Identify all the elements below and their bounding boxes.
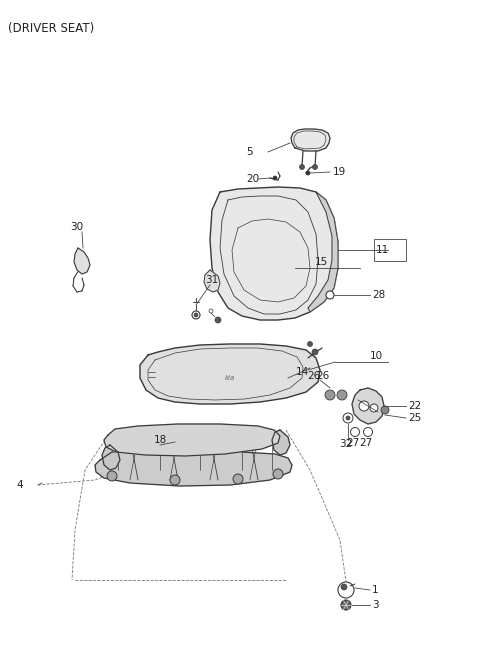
Text: 1: 1 bbox=[372, 585, 379, 595]
Text: 11: 11 bbox=[376, 245, 389, 255]
Circle shape bbox=[273, 469, 283, 479]
Circle shape bbox=[346, 416, 350, 420]
Polygon shape bbox=[95, 450, 292, 486]
Text: 20: 20 bbox=[246, 174, 259, 184]
Text: 32: 32 bbox=[339, 439, 353, 449]
Polygon shape bbox=[102, 445, 120, 470]
Circle shape bbox=[312, 349, 318, 355]
Text: 5: 5 bbox=[246, 147, 252, 157]
Text: 31: 31 bbox=[205, 275, 218, 285]
Text: 3: 3 bbox=[372, 600, 379, 610]
Circle shape bbox=[326, 291, 334, 299]
Text: 26: 26 bbox=[316, 371, 330, 381]
Polygon shape bbox=[74, 248, 90, 274]
Text: 28: 28 bbox=[372, 290, 385, 300]
Text: 25: 25 bbox=[408, 413, 421, 423]
Circle shape bbox=[381, 406, 389, 414]
Circle shape bbox=[306, 171, 310, 175]
Circle shape bbox=[308, 342, 312, 346]
Text: 26: 26 bbox=[307, 371, 321, 381]
Polygon shape bbox=[352, 388, 384, 424]
Text: 27: 27 bbox=[347, 438, 360, 448]
Circle shape bbox=[363, 428, 372, 436]
Text: 10: 10 bbox=[370, 351, 383, 361]
Circle shape bbox=[233, 474, 243, 484]
Text: 27: 27 bbox=[360, 438, 372, 448]
Circle shape bbox=[170, 475, 180, 485]
Text: 4: 4 bbox=[17, 480, 24, 490]
Polygon shape bbox=[291, 129, 330, 151]
Polygon shape bbox=[140, 344, 320, 404]
Polygon shape bbox=[308, 192, 338, 312]
Text: 30: 30 bbox=[71, 222, 84, 232]
Circle shape bbox=[300, 165, 304, 169]
Circle shape bbox=[273, 176, 277, 180]
Polygon shape bbox=[104, 424, 280, 456]
Circle shape bbox=[341, 600, 351, 610]
Text: 15: 15 bbox=[315, 257, 328, 267]
Circle shape bbox=[325, 390, 335, 400]
Circle shape bbox=[350, 428, 360, 436]
Circle shape bbox=[192, 311, 200, 319]
Polygon shape bbox=[204, 270, 220, 292]
Circle shape bbox=[215, 317, 221, 323]
Circle shape bbox=[107, 471, 117, 481]
Polygon shape bbox=[210, 187, 338, 320]
Circle shape bbox=[209, 309, 213, 313]
Text: 19: 19 bbox=[333, 167, 346, 177]
Circle shape bbox=[341, 584, 347, 590]
Circle shape bbox=[337, 390, 347, 400]
Text: 18: 18 bbox=[154, 435, 167, 445]
Circle shape bbox=[359, 401, 369, 411]
Polygon shape bbox=[272, 430, 290, 455]
Circle shape bbox=[370, 404, 378, 412]
Text: 14: 14 bbox=[296, 367, 309, 377]
Text: kia: kia bbox=[225, 375, 235, 381]
Circle shape bbox=[312, 165, 317, 169]
Text: (DRIVER SEAT): (DRIVER SEAT) bbox=[8, 22, 94, 35]
Text: 22: 22 bbox=[408, 401, 421, 411]
Circle shape bbox=[343, 413, 353, 423]
Circle shape bbox=[194, 313, 198, 317]
